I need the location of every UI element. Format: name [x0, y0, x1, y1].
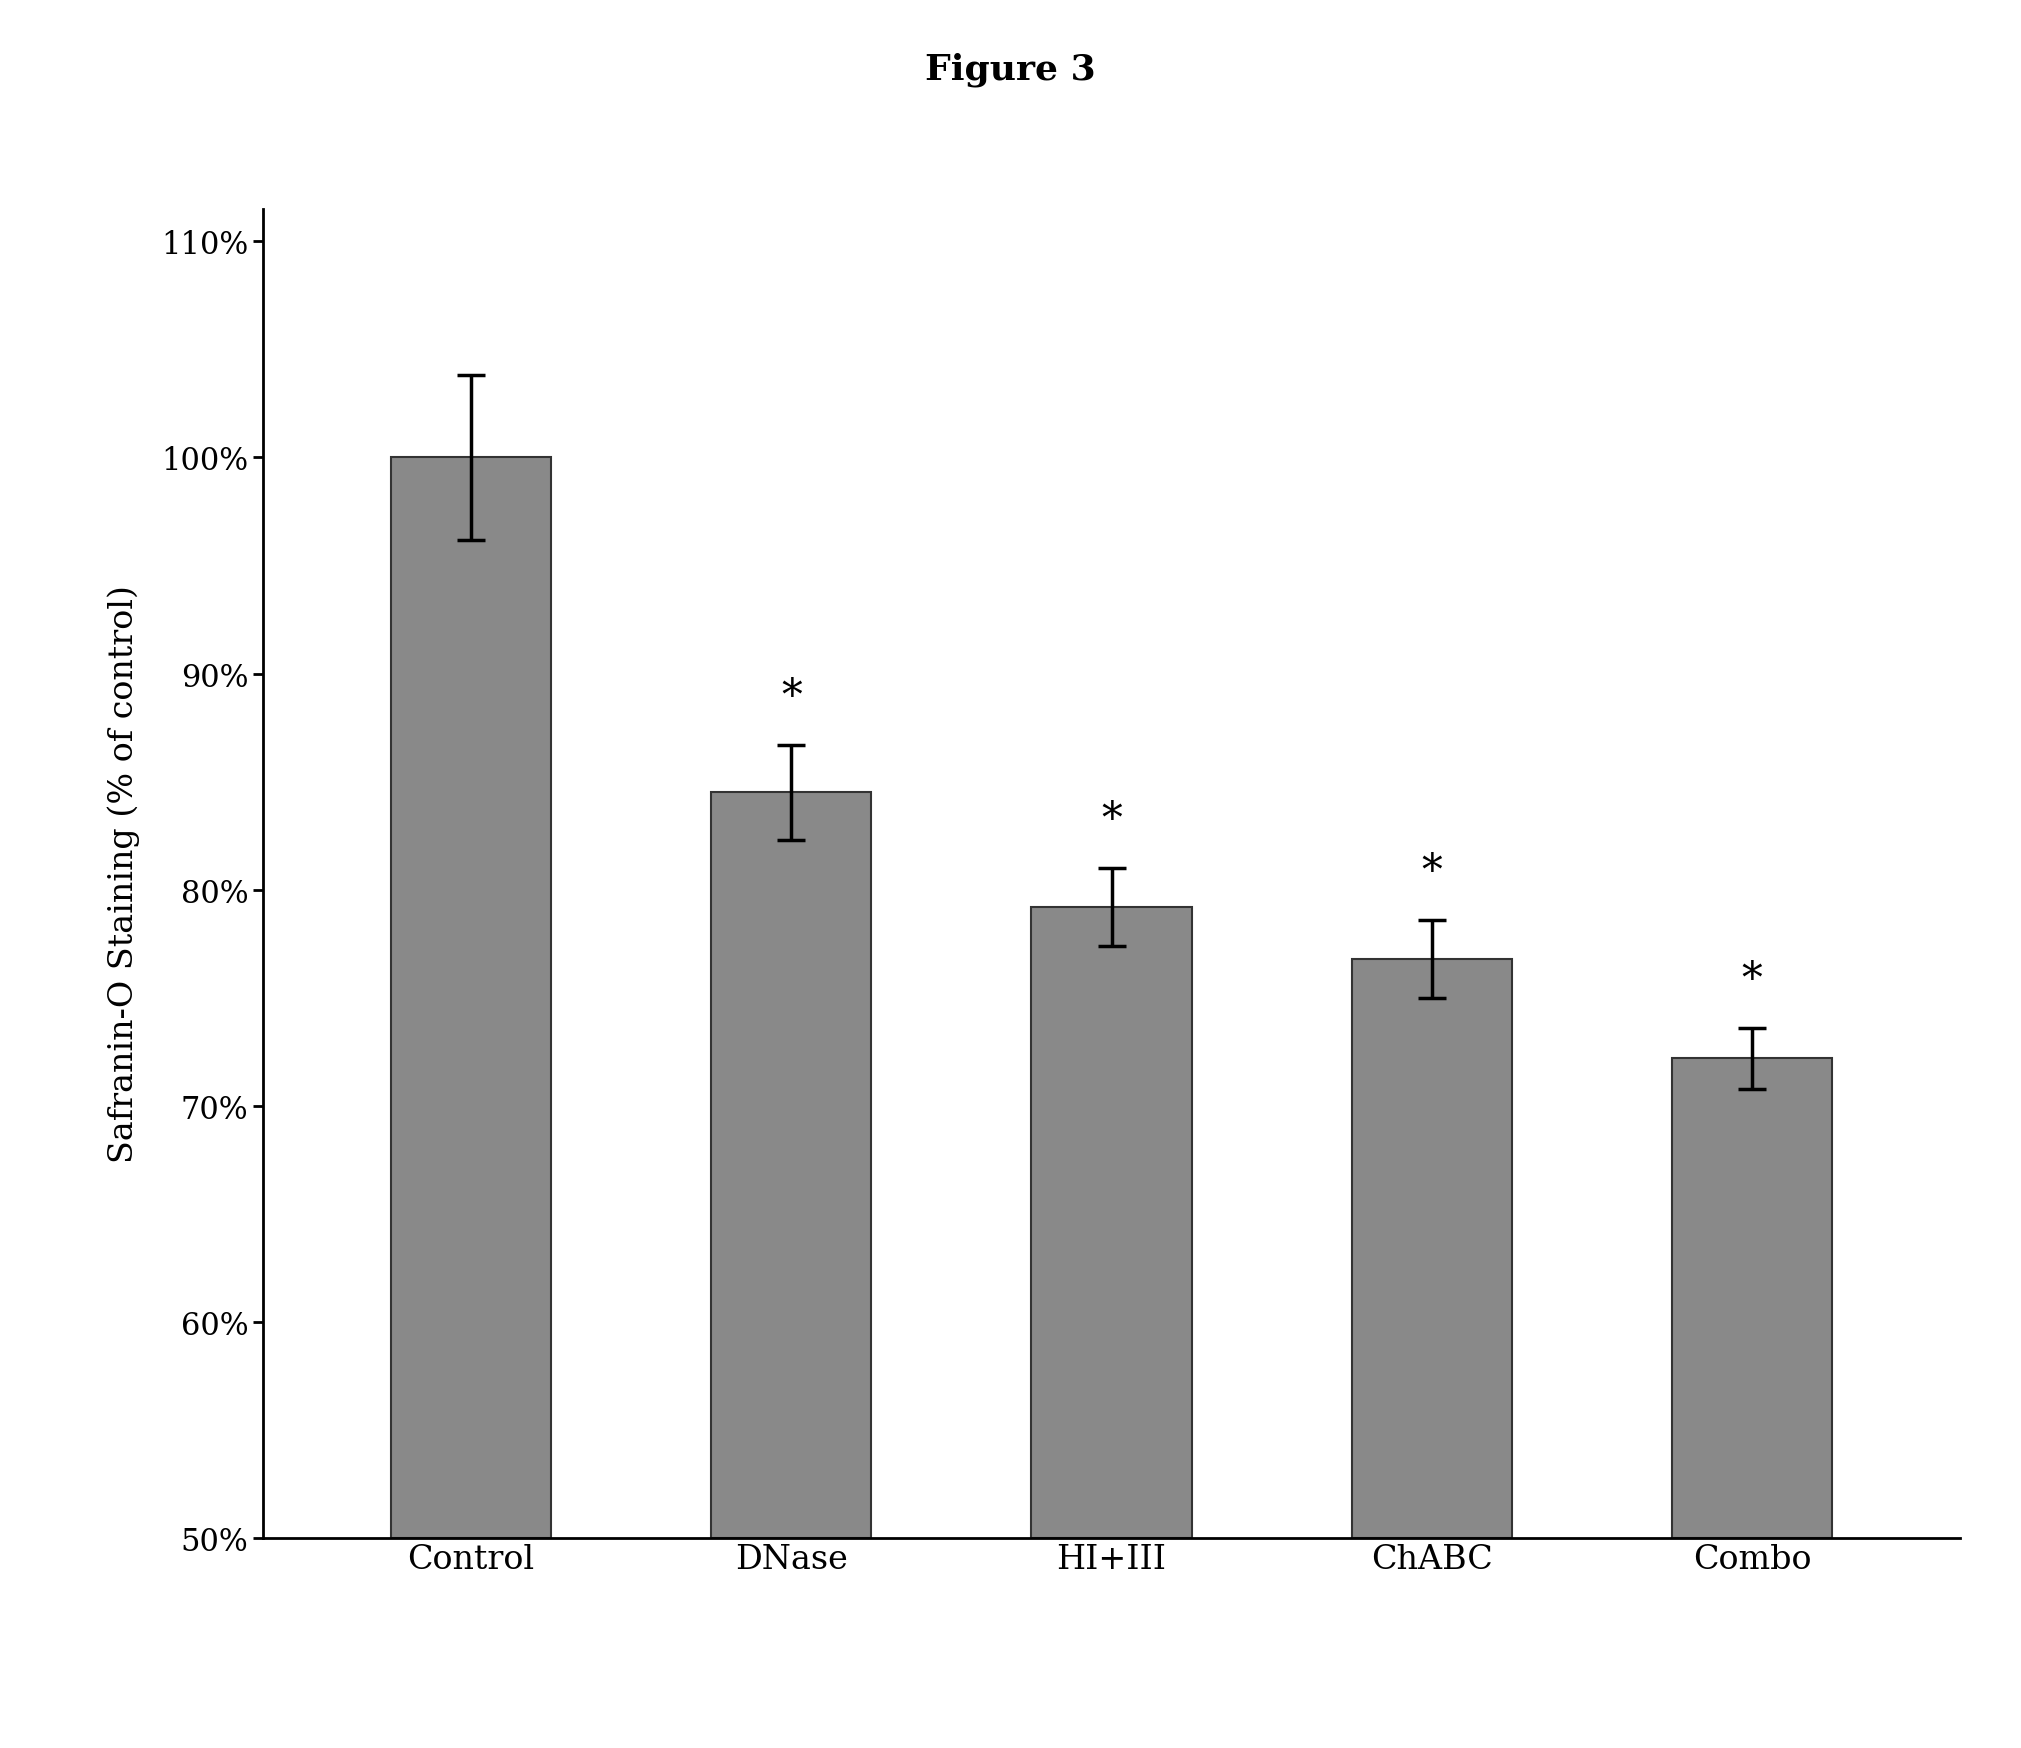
Text: *: * — [1421, 850, 1443, 893]
Bar — [1031, 907, 1192, 1538]
Bar — [711, 794, 871, 1538]
Y-axis label: Safranin-O Staining (% of control): Safranin-O Staining (% of control) — [107, 586, 139, 1162]
Text: Figure 3: Figure 3 — [926, 52, 1095, 87]
Bar — [390, 458, 552, 1538]
Bar — [1352, 960, 1512, 1538]
Bar — [1671, 1059, 1833, 1538]
Text: *: * — [1742, 958, 1762, 1000]
Text: *: * — [780, 675, 802, 717]
Text: *: * — [1101, 799, 1122, 841]
